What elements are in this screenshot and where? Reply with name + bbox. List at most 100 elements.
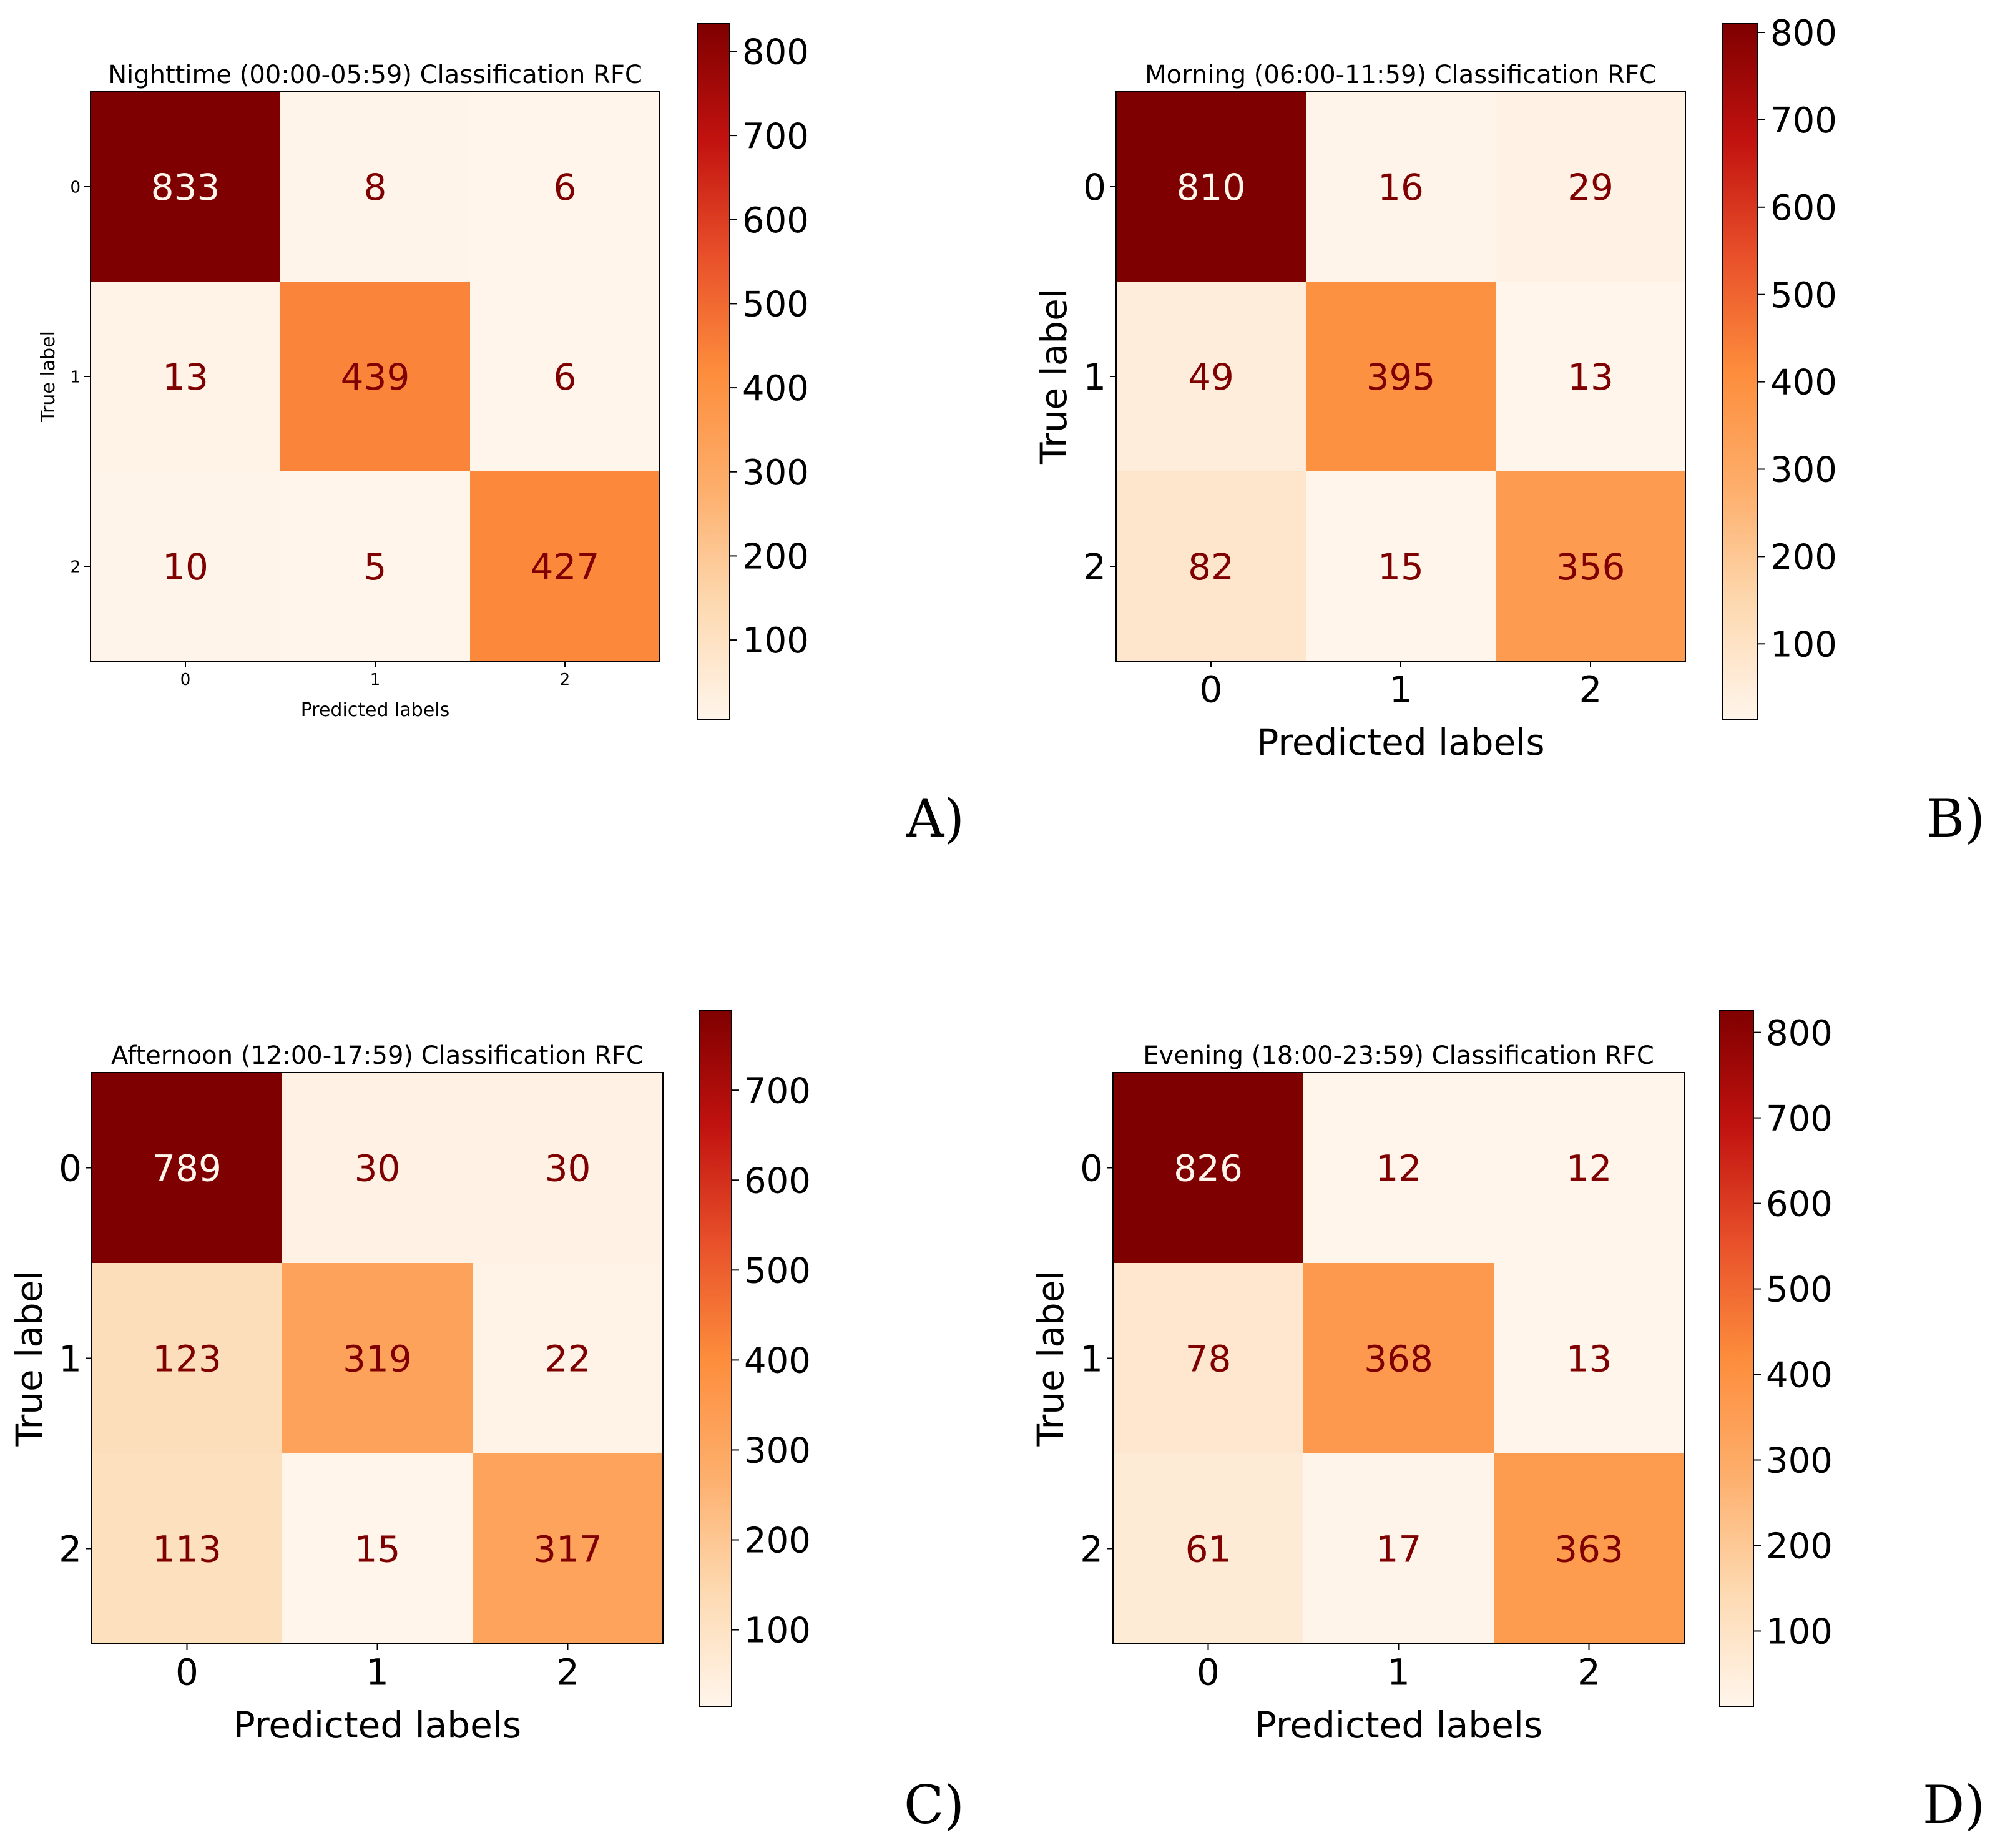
cell-value: 22 [545,1337,591,1380]
matrix-cell [1494,1263,1685,1454]
colorbar-tick-label: 300 [742,453,809,493]
colorbar-tick-label: 400 [744,1341,811,1382]
matrix-cells: 826 12 12 78 368 13 61 17 363 [1113,1073,1685,1644]
chart-title: Evening (18:00-23:59) Classification RFC [1143,1041,1654,1070]
matrix-cell [1306,282,1496,472]
colorbar-tick-label: 100 [1766,1612,1833,1653]
matrix-cell [1494,1073,1685,1264]
y-tick-label: 2 [70,558,81,576]
matrix-cell [1113,1453,1304,1644]
colorbar-tick-label: 700 [1770,101,1837,141]
colorbar-tick-label: 700 [1766,1099,1833,1139]
colorbar-tick-label: 600 [744,1161,811,1201]
colorbar-tick-label: 600 [742,200,809,241]
colorbar-tick-label: 600 [1770,188,1837,229]
cell-value: 439 [341,356,410,398]
cell-value: 6 [554,356,577,398]
cell-value: 395 [1366,356,1436,398]
colorbar-tick-label: 400 [742,368,809,409]
colorbar [699,1010,732,1707]
matrix-cell [470,471,660,662]
cell-value: 5 [364,546,387,588]
matrix-cell [1303,1263,1494,1454]
x-tick-label: 2 [1579,668,1602,710]
matrix-cell [473,1073,664,1264]
colorbar-tick-label: 100 [744,1611,811,1651]
chart-title: Morning (06:00-11:59) Classification RFC [1145,61,1657,89]
matrix-cell [91,471,281,662]
colorbar-tick-label: 300 [1766,1441,1833,1482]
colorbar-tick-label: 500 [1766,1270,1833,1310]
matrix-cells: 833 8 6 13 439 6 10 5 427 [91,92,660,662]
panel-label: D) [1923,1774,1985,1836]
colorbar-tick-label: 800 [742,32,809,73]
x-tick-label: 0 [175,1651,199,1693]
matrix-cell [1496,282,1686,472]
cell-value: 10 [162,546,208,588]
matrix-cell [280,92,471,282]
cell-value: 12 [1376,1147,1422,1189]
matrix-cell [282,1263,473,1454]
matrix-cell [1306,471,1496,662]
y-tick-label: 1 [1080,1337,1103,1380]
y-axis-label: True label [8,1270,51,1447]
matrix-cell [473,1263,664,1454]
matrix-cell [1113,1263,1304,1454]
chart-title: Afternoon (12:00-17:59) Classification R… [111,1041,644,1070]
matrix-cell [470,92,660,282]
panel-c: Afternoon (12:00-17:59) Classification R… [8,1010,964,1836]
colorbar-tick-label: 100 [1770,624,1837,665]
cell-value: 29 [1567,166,1614,209]
y-axis-label: True label [1032,288,1075,465]
chart-title: Nighttime (00:00-05:59) Classification R… [108,61,642,89]
x-axis-label: Predicted labels [1257,721,1544,764]
y-tick-label: 2 [1080,1528,1103,1570]
x-tick-label: 2 [556,1651,579,1693]
matrix-cell [473,1453,664,1644]
matrix-cell [1116,282,1306,472]
matrix-cell [1496,92,1686,282]
matrix-cell [92,1453,283,1644]
matrix-cells: 810 16 29 49 395 13 82 15 356 [1116,92,1686,662]
x-tick-label: 2 [1577,1651,1600,1693]
cell-value: 16 [1378,166,1424,209]
cell-value: 17 [1376,1528,1422,1570]
colorbar-tick-label: 200 [744,1521,811,1561]
colorbar-tick-label: 100 [742,621,809,661]
x-tick-label: 1 [1387,1651,1410,1693]
y-axis-label: True label [1029,1270,1072,1447]
cell-value: 49 [1188,356,1234,398]
matrix-cell [1496,471,1686,662]
x-tick-label: 0 [1200,668,1223,710]
cell-value: 319 [343,1337,412,1380]
colorbar [1722,23,1758,720]
cell-value: 833 [151,166,220,209]
cell-value: 123 [152,1337,222,1380]
cell-value: 810 [1177,166,1246,209]
cell-value: 15 [355,1528,401,1570]
x-tick-label: 0 [1197,1651,1220,1693]
y-tick-label: 0 [70,178,81,197]
matrix-cell [280,282,471,472]
matrix-cell [92,1263,283,1454]
colorbar-tick-label: 800 [1770,13,1837,54]
cell-value: 356 [1556,546,1625,588]
cell-value: 30 [545,1147,591,1189]
cell-value: 789 [152,1147,222,1189]
y-tick-label: 1 [1083,356,1106,398]
colorbar-tick-label: 700 [742,116,809,157]
panel-label: B) [1926,788,1986,849]
y-tick-label: 0 [1083,166,1106,209]
colorbar-tick-label: 400 [1770,363,1837,403]
colorbar-tick-label: 200 [1770,538,1837,578]
matrix-cell [280,471,471,662]
matrix-cell [92,1073,283,1264]
y-tick-label: 0 [1080,1147,1103,1189]
cell-value: 61 [1185,1528,1232,1570]
x-axis-label: Predicted labels [301,699,450,721]
matrix-cell [1306,92,1496,282]
colorbar-tick-label: 400 [1766,1355,1833,1396]
colorbar-tick-label: 500 [742,285,809,325]
cell-value: 78 [1185,1337,1232,1380]
